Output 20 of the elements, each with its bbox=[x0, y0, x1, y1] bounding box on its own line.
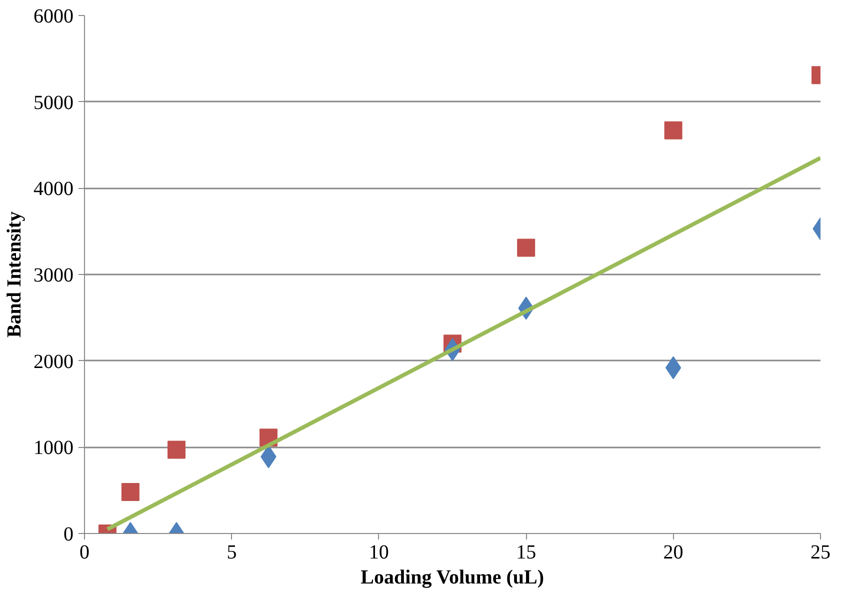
y-tick-label: 0 bbox=[64, 524, 74, 546]
y-axis-title: Band Intensity bbox=[4, 211, 26, 338]
x-tick-label: 25 bbox=[810, 542, 830, 564]
point bbox=[168, 440, 186, 459]
y-tick-label: 6000 bbox=[34, 6, 74, 28]
y-tick-label: 4000 bbox=[34, 178, 74, 200]
y-tick-label: 3000 bbox=[34, 264, 74, 286]
x-tick-label: 10 bbox=[368, 542, 389, 564]
point bbox=[517, 238, 536, 257]
y-tick-label: 2000 bbox=[34, 350, 74, 373]
y-tick-label: 5000 bbox=[34, 92, 74, 114]
x-tick-label: 5 bbox=[226, 542, 237, 564]
x-axis-title: Loading Volume (uL) bbox=[360, 566, 544, 588]
x-tick-label: 15 bbox=[516, 542, 536, 564]
point bbox=[121, 483, 140, 502]
x-tick-label: 0 bbox=[80, 542, 90, 564]
point bbox=[664, 121, 682, 140]
y-tick-label: 1000 bbox=[34, 437, 74, 460]
point bbox=[665, 356, 682, 380]
x-tick-label: 20 bbox=[663, 542, 684, 564]
